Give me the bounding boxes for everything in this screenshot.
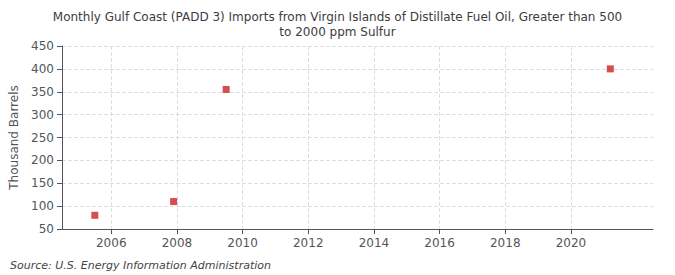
svg-text:2014: 2014 [359,236,390,250]
svg-text:Monthly Gulf Coast (PADD 3) Im: Monthly Gulf Coast (PADD 3) Imports from… [53,10,622,24]
svg-text:Source: U.S. Energy Informatio: Source: U.S. Energy Information Administ… [10,259,271,272]
svg-text:50: 50 [39,222,54,236]
svg-text:350: 350 [31,85,54,99]
svg-text:100: 100 [31,199,54,213]
svg-text:2010: 2010 [227,236,258,250]
svg-text:to 2000 ppm Sulfur: to 2000 ppm Sulfur [279,25,395,39]
svg-text:2020: 2020 [556,236,587,250]
svg-text:2018: 2018 [490,236,521,250]
svg-text:400: 400 [31,62,54,76]
svg-text:300: 300 [31,108,54,122]
svg-text:450: 450 [31,39,54,53]
svg-text:Thousand Barrels: Thousand Barrels [7,85,21,190]
svg-text:200: 200 [31,153,54,167]
svg-text:2012: 2012 [293,236,324,250]
svg-text:250: 250 [31,131,54,145]
svg-text:2008: 2008 [162,236,193,250]
svg-text:2006: 2006 [96,236,127,250]
svg-text:2016: 2016 [424,236,455,250]
svg-text:150: 150 [31,176,54,190]
